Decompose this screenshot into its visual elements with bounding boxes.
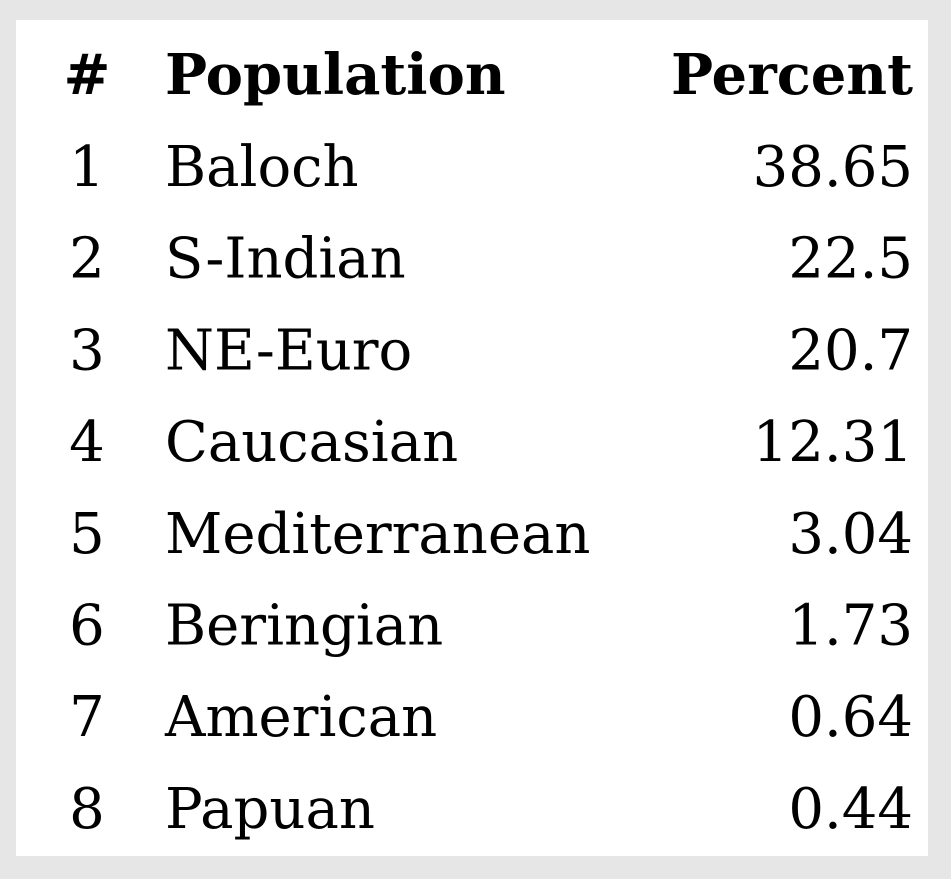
cell-percent: 12.31 bbox=[753, 410, 913, 475]
cell-population: S-Indian bbox=[165, 227, 406, 292]
cell-rank: 5 bbox=[69, 502, 105, 567]
cell-rank: 4 bbox=[69, 410, 105, 475]
cell-rank: 8 bbox=[69, 777, 105, 842]
cell-percent: 1.73 bbox=[788, 594, 913, 659]
cell-population: American bbox=[164, 685, 437, 750]
cell-population: Mediterranean bbox=[165, 502, 590, 567]
cell-rank: 2 bbox=[69, 227, 105, 292]
header-rank: # bbox=[64, 42, 111, 108]
cell-percent: 3.04 bbox=[788, 502, 913, 567]
cell-population: Papuan bbox=[165, 777, 375, 842]
cell-population: NE-Euro bbox=[165, 318, 412, 383]
header-population: Population bbox=[165, 42, 506, 108]
cell-population: Beringian bbox=[165, 594, 443, 659]
table-panel bbox=[16, 20, 928, 856]
cell-percent: 20.7 bbox=[788, 318, 913, 383]
cell-percent: 0.44 bbox=[788, 777, 913, 842]
cell-percent: 38.65 bbox=[753, 135, 913, 200]
cell-rank: 6 bbox=[69, 594, 105, 659]
cell-population: Baloch bbox=[165, 135, 359, 200]
cell-rank: 3 bbox=[69, 318, 105, 383]
cell-percent: 22.5 bbox=[788, 227, 913, 292]
cell-percent: 0.64 bbox=[788, 685, 913, 750]
cell-rank: 1 bbox=[69, 135, 105, 200]
table: # Population Percent 1 Baloch 38.65 2 S-Indian 2… bbox=[64, 42, 914, 842]
header-percent: Percent bbox=[671, 42, 913, 108]
cell-population: Caucasian bbox=[165, 410, 458, 475]
cell-rank: 7 bbox=[69, 685, 105, 750]
